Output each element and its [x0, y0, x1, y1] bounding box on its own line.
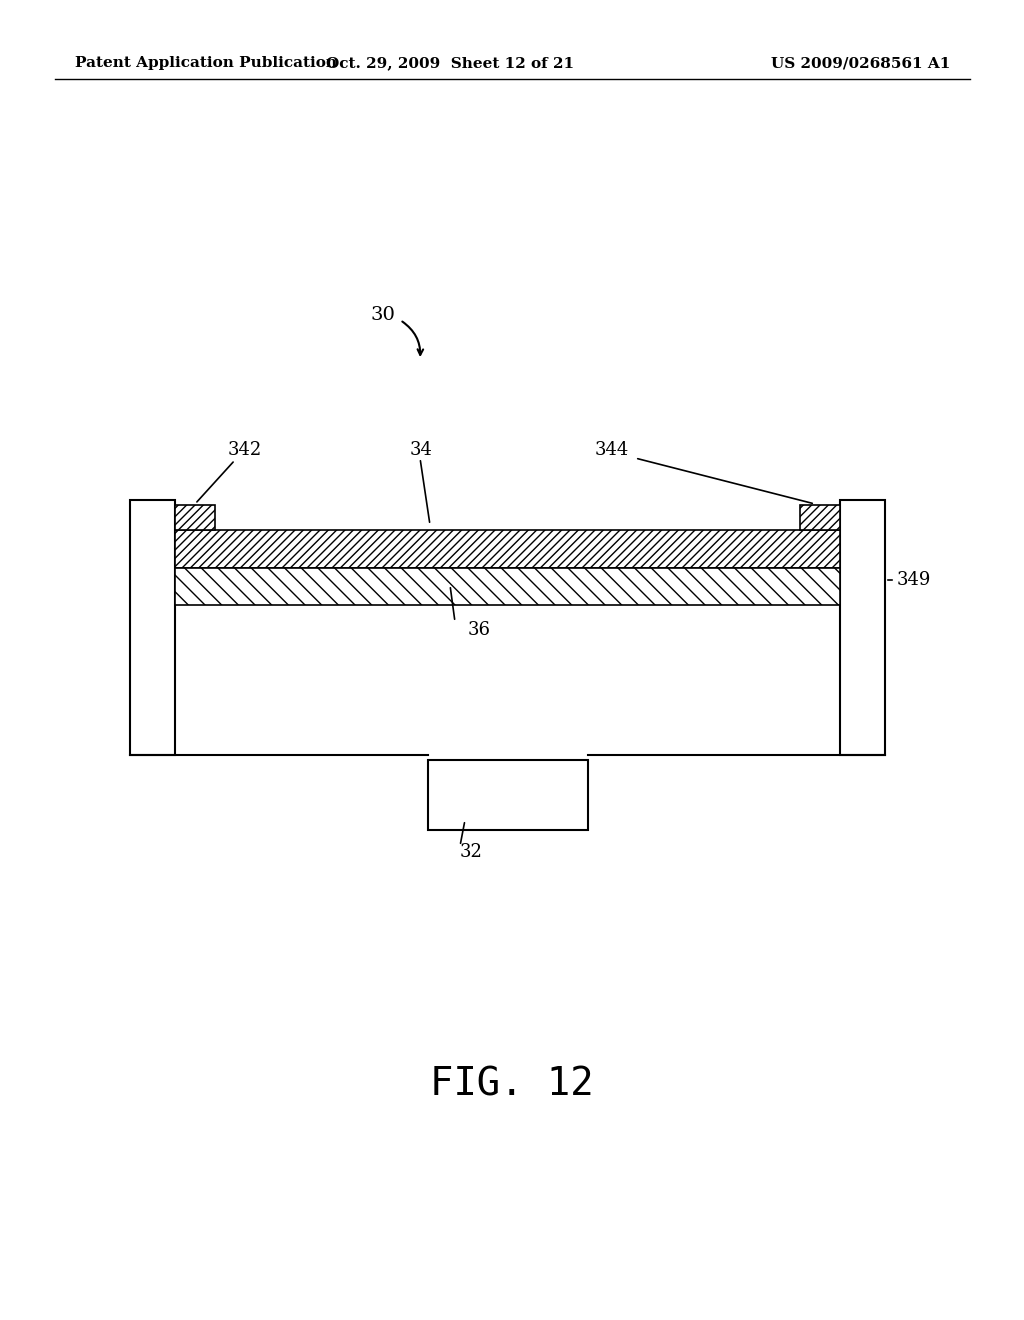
Bar — [175, 506, 215, 531]
Text: US 2009/0268561 A1: US 2009/0268561 A1 — [771, 57, 950, 70]
Text: 342: 342 — [228, 441, 262, 459]
Bar — [175, 506, 215, 531]
Bar — [800, 506, 840, 531]
Bar — [427, 760, 588, 830]
Bar — [175, 568, 840, 605]
Text: 36: 36 — [468, 620, 490, 639]
Bar — [175, 531, 840, 568]
Text: Oct. 29, 2009  Sheet 12 of 21: Oct. 29, 2009 Sheet 12 of 21 — [326, 57, 574, 70]
Text: 344: 344 — [595, 441, 630, 459]
Text: 34: 34 — [410, 441, 433, 459]
Bar — [840, 500, 885, 755]
Text: FIG. 12: FIG. 12 — [430, 1067, 594, 1104]
Text: 30: 30 — [370, 306, 395, 323]
Text: 32: 32 — [460, 843, 483, 861]
Bar — [175, 568, 840, 605]
Text: Patent Application Publication: Patent Application Publication — [75, 57, 337, 70]
Bar — [175, 531, 840, 568]
Bar — [130, 500, 175, 755]
Text: 349: 349 — [897, 572, 932, 589]
Bar — [800, 506, 840, 531]
